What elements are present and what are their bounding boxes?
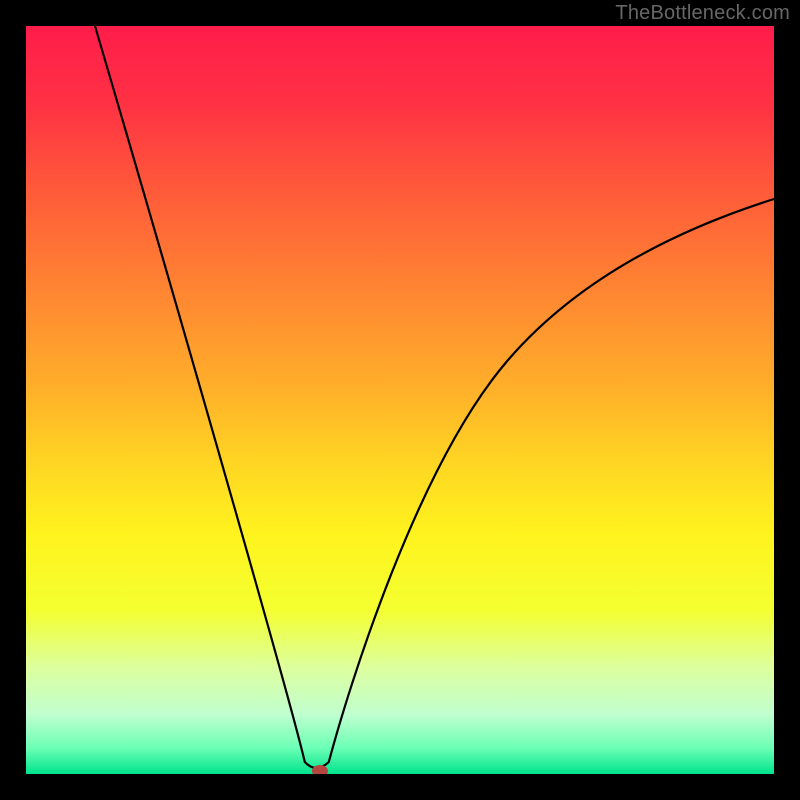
watermark-text: TheBottleneck.com	[615, 2, 790, 25]
bottleneck-chart	[0, 0, 800, 800]
plot-background	[26, 26, 774, 774]
chart-container: TheBottleneck.com	[0, 0, 800, 800]
